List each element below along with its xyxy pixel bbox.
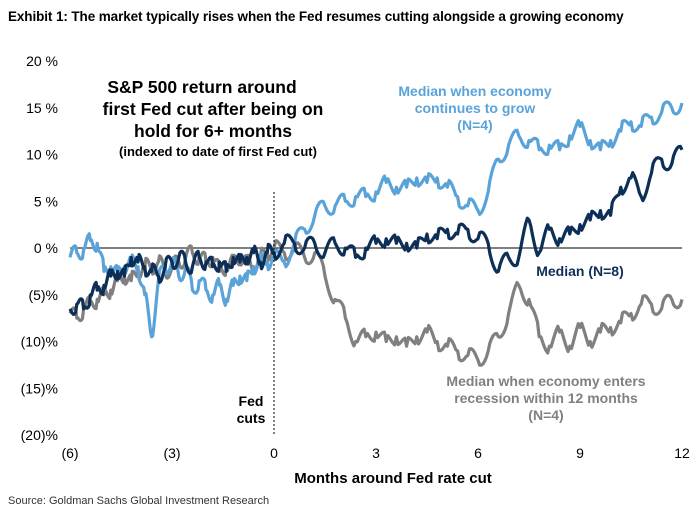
- y-tick-label: 20 %: [26, 53, 58, 69]
- y-tick-label: (10)%: [21, 334, 58, 350]
- y-tick-label: 5 %: [34, 193, 58, 209]
- y-tick-label: (15)%: [21, 380, 58, 396]
- x-tick-label: 3: [372, 445, 380, 461]
- x-tick-label: 9: [576, 445, 584, 461]
- y-tick-label: 15 %: [26, 100, 58, 116]
- chart-title-line-3: hold for 6+ months: [134, 121, 292, 141]
- median-label: Median (N=8): [536, 263, 624, 279]
- fed-cuts-label-line-2: cuts: [237, 410, 266, 426]
- x-tick-label: 0: [270, 445, 278, 461]
- recession-series-line: [68, 239, 684, 367]
- y-axis-ticks: 20 % 15 % 10 % 5 % 0 % (5)% (10)% (15)% (20)%: [21, 53, 58, 443]
- exhibit-title: Exhibit 1: The market typically rises wh…: [8, 9, 624, 24]
- source-note: Source: Goldman Sachs Global Investment …: [8, 495, 270, 507]
- x-tick-label: (3): [163, 445, 180, 461]
- x-tick-label: (6): [61, 445, 78, 461]
- x-tick-label: 6: [474, 445, 482, 461]
- chart-title-line-2: first Fed cut after being on: [103, 99, 324, 119]
- series-lines: [68, 100, 684, 367]
- x-tick-label: 12: [674, 445, 690, 461]
- fed-cuts-label-line-1: Fed: [239, 393, 264, 409]
- recession-label-line-3: (N=4): [528, 407, 563, 423]
- y-tick-label: 0 %: [34, 240, 58, 256]
- x-axis-ticks: (6) (3) 0 3 6 9 12: [61, 445, 690, 461]
- grow-label-line-3: (N=4): [457, 117, 492, 133]
- grow-label-line-1: Median when economy: [398, 83, 551, 99]
- y-tick-label: (20)%: [21, 427, 58, 443]
- y-tick-label: (5)%: [28, 287, 58, 303]
- chart-title-line-1: S&P 500 return around: [107, 77, 296, 97]
- recession-label-line-1: Median when economy enters: [446, 373, 645, 389]
- chart-subtitle: (indexed to date of first Fed cut): [119, 144, 317, 159]
- recession-label-line-2: recession within 12 months: [454, 390, 638, 406]
- median-series-line: [68, 144, 684, 316]
- y-tick-label: 10 %: [26, 147, 58, 163]
- grow-label-line-2: continues to grow: [415, 100, 536, 116]
- x-axis-title: Months around Fed rate cut: [294, 470, 492, 487]
- grow-series-line: [68, 100, 684, 339]
